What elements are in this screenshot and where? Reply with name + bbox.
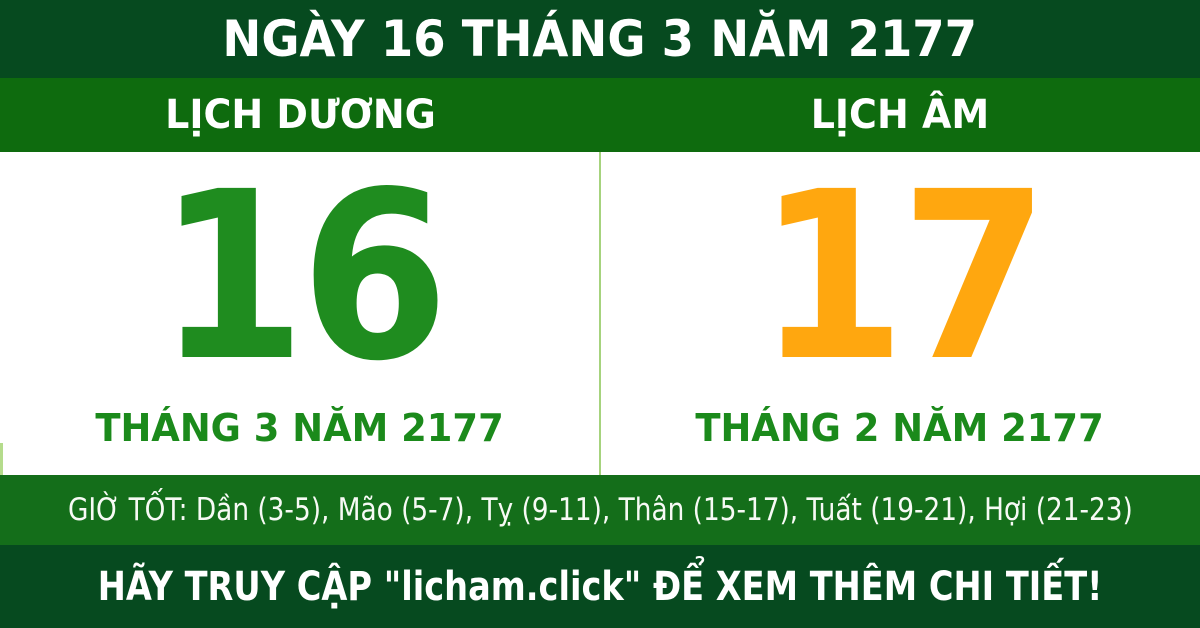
solar-day-panel: 16 THÁNG 3 NĂM 2177: [0, 152, 600, 475]
panel-divider: [599, 152, 601, 475]
solar-calendar-label: LỊCH DƯƠNG: [164, 92, 436, 138]
good-hours-bar: GIỜ TỐT: Dần (3-5), Mão (5-7), Tỵ (9-11)…: [0, 475, 1200, 545]
tab-lunar-calendar: LỊCH ÂM: [600, 78, 1200, 152]
footer-cta-bar: HÃY TRUY CẬP "licham.click" ĐỂ XEM THÊM …: [0, 545, 1200, 628]
lunar-month-year: THÁNG 2 NĂM 2177: [695, 406, 1105, 450]
solar-month-year: THÁNG 3 NĂM 2177: [95, 406, 505, 450]
lunar-calendar-label: LỊCH ÂM: [810, 92, 990, 138]
left-edge-accent: [0, 443, 3, 475]
lunar-day-number: 17: [756, 142, 1049, 412]
lunar-day-panel: 17 THÁNG 2 NĂM 2177: [600, 152, 1200, 475]
date-header: NGÀY 16 THÁNG 3 NĂM 2177: [0, 0, 1200, 78]
calendar-type-bar: LỊCH DƯƠNG LỊCH ÂM: [0, 78, 1200, 152]
footer-cta-text: HÃY TRUY CẬP "licham.click" ĐỂ XEM THÊM …: [97, 563, 1103, 610]
solar-day-number: 16: [156, 142, 449, 412]
tab-solar-calendar: LỊCH DƯƠNG: [0, 78, 600, 152]
day-panels: 16 THÁNG 3 NĂM 2177 17 THÁNG 2 NĂM 2177: [0, 152, 1200, 475]
date-header-title: NGÀY 16 THÁNG 3 NĂM 2177: [222, 10, 978, 68]
good-hours-text: GIỜ TỐT: Dần (3-5), Mão (5-7), Tỵ (9-11)…: [67, 491, 1133, 528]
